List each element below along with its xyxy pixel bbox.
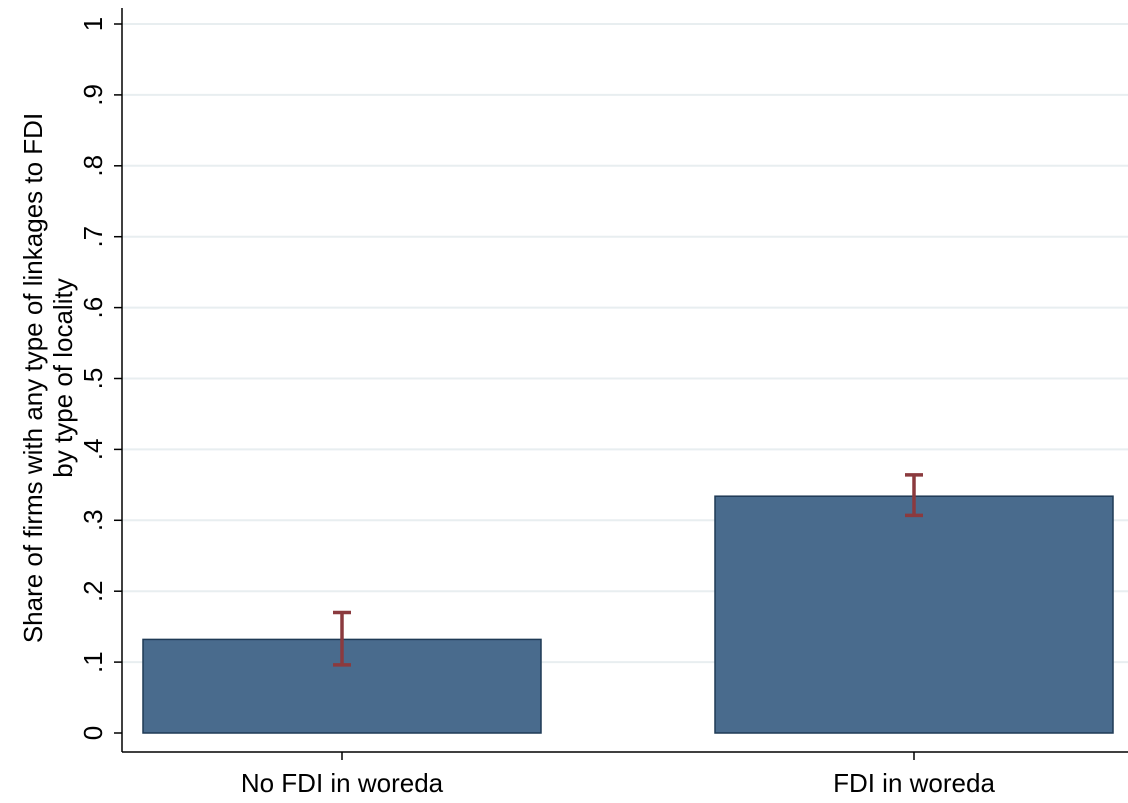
y-tick-label: .8 [78, 155, 108, 177]
bars [142, 495, 1114, 734]
y-tick-label: .5 [78, 368, 108, 390]
y-tick-label: .1 [78, 651, 108, 673]
gridlines [122, 23, 1128, 664]
bar [714, 495, 1114, 734]
y-tick-label: .4 [78, 439, 108, 461]
y-tick-label: 1 [78, 17, 108, 31]
y-axis-label-line-2: by type of locality [48, 278, 78, 477]
x-tick-label: FDI in woreda [833, 768, 995, 798]
error-bars [333, 473, 923, 667]
y-tick-label: .2 [78, 580, 108, 602]
y-axis-label: Share of firms with any type of linkages… [18, 113, 78, 643]
x-ticks: No FDI in woreda FDI in woreda [241, 752, 995, 798]
axes [121, 8, 1128, 753]
y-tick-label: 0 [78, 726, 108, 740]
y-tick-label: .6 [78, 297, 108, 319]
x-tick-label: No FDI in woreda [241, 768, 444, 798]
y-tick-label: .3 [78, 509, 108, 531]
y-tick-label: .7 [78, 226, 108, 248]
y-ticks: 0 .1 .2 .3 .4 .5 .6 .7 .8 .9 1 [78, 17, 122, 740]
y-axis-label-line-1: Share of firms with any type of linkages… [18, 113, 48, 643]
y-tick-label: .9 [78, 84, 108, 106]
